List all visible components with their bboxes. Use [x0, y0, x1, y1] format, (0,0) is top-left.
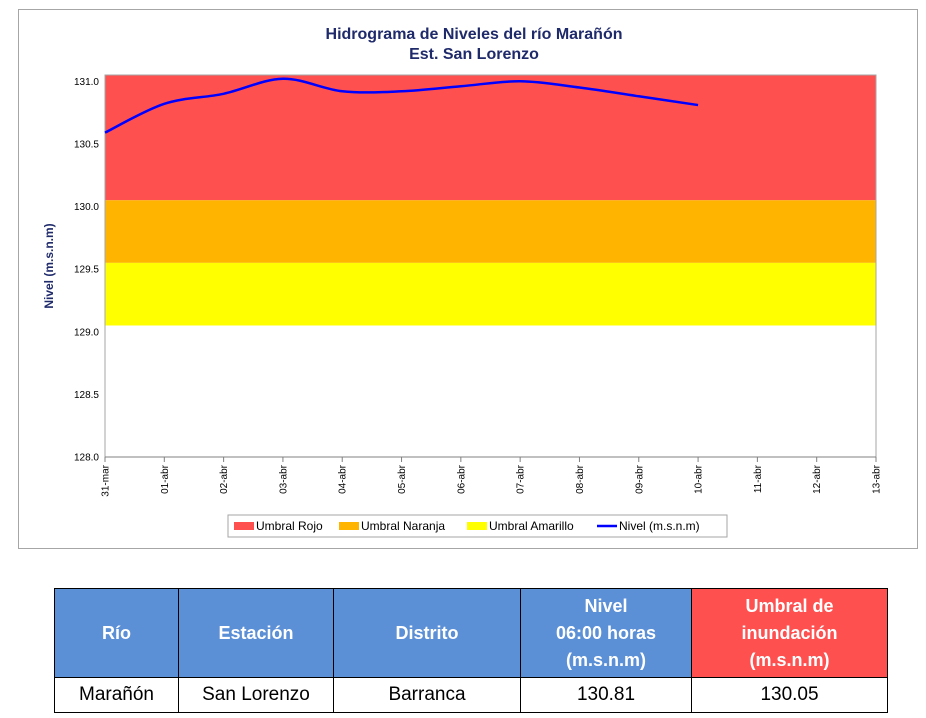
header-nivel-line3: (m.s.n.m): [565, 649, 646, 670]
header-umbral-line2: inundación: [741, 622, 838, 643]
station-info-table: Río Estación Distrito Nivel 06:00 horas …: [54, 588, 888, 713]
header-rio: Río: [54, 588, 179, 678]
cell-distrito: Barranca: [333, 677, 521, 713]
x-tick-label: 11-abr: [753, 464, 764, 493]
legend-label: Umbral Amarillo: [489, 519, 574, 533]
x-tick-label: 10-abr: [694, 464, 705, 494]
x-tick-label: 08-abr: [575, 464, 586, 494]
y-tick-label: 130.0: [74, 202, 99, 213]
legend-swatch: [339, 522, 359, 530]
legend-label: Nivel (m.s.n.m): [619, 519, 700, 533]
y-tick-label: 128.0: [74, 453, 99, 464]
chart-subtitle: Est. San Lorenzo: [409, 46, 539, 63]
band-0: [105, 75, 876, 201]
chart-title: Hidrograma de Niveles del río Marañón: [326, 26, 623, 43]
threshold-bands: [105, 75, 876, 326]
x-tick-label: 09-abr: [634, 464, 645, 494]
table-row: Marañón San Lorenzo Barranca 130.81 130.…: [54, 677, 888, 713]
y-axis-label: Nivel (m.s.n.m): [42, 223, 56, 308]
y-tick-label: 131.0: [74, 77, 99, 88]
x-tick-label: 02-abr: [219, 464, 230, 494]
header-umbral: Umbral de inundación (m.s.n.m): [691, 588, 888, 678]
x-tick-label: 03-abr: [278, 464, 289, 494]
x-tick-label: 06-abr: [456, 464, 467, 494]
x-tick-label: 05-abr: [397, 464, 408, 494]
y-axis-ticks: 128.0 128.5 129.0 129.5 130.0 130.5 131.0: [74, 77, 99, 464]
hydrograph-chart: Hidrograma de Niveles del río Marañón Es…: [18, 9, 918, 549]
band-1: [105, 200, 876, 263]
legend-label: Umbral Naranja: [361, 519, 445, 533]
cell-nivel: 130.81: [520, 677, 692, 713]
header-distrito: Distrito: [333, 588, 521, 678]
y-tick-label: 130.5: [74, 139, 99, 150]
cell-umbral: 130.05: [691, 677, 888, 713]
band-2: [105, 262, 876, 326]
header-estacion: Estación: [178, 588, 334, 678]
y-tick-label: 128.5: [74, 390, 99, 401]
legend-swatch: [234, 522, 254, 530]
cell-rio: Marañón: [54, 677, 179, 713]
cell-estacion: San Lorenzo: [178, 677, 334, 713]
legend-swatch: [467, 522, 487, 530]
y-tick-label: 129.0: [74, 327, 99, 338]
x-tick-label: 12-abr: [812, 464, 823, 494]
header-nivel-line2: 06:00 horas: [555, 622, 657, 643]
series-line-nivel: [104, 77, 699, 134]
header-umbral-line3: (m.s.n.m): [749, 649, 830, 670]
header-umbral-line1: Umbral de: [745, 595, 834, 616]
table-header-row: Río Estación Distrito Nivel 06:00 horas …: [54, 588, 888, 678]
x-tick-label: 07-abr: [516, 464, 527, 494]
x-tick-label: 13-abr: [872, 464, 883, 494]
x-tick-label: 01-abr: [160, 464, 171, 494]
x-tick-label: 04-abr: [338, 464, 349, 494]
x-tick-label: 31-mar: [101, 464, 112, 496]
x-axis-ticks: 31-mar 01-abr 02-abr 03-abr 04-abr 05-abr 06-a…: [101, 456, 883, 497]
y-tick-label: 129.5: [74, 265, 99, 276]
chart-legend: Umbral Rojo Umbral Naranja Umbral Amarillo…: [227, 514, 728, 538]
chart-canvas: Hidrograma de Niveles del río Marañón Es…: [42, 26, 883, 538]
header-nivel: Nivel 06:00 horas (m.s.n.m): [520, 588, 692, 678]
header-nivel-line1: Nivel: [584, 595, 628, 616]
legend-label: Umbral Rojo: [256, 519, 323, 533]
